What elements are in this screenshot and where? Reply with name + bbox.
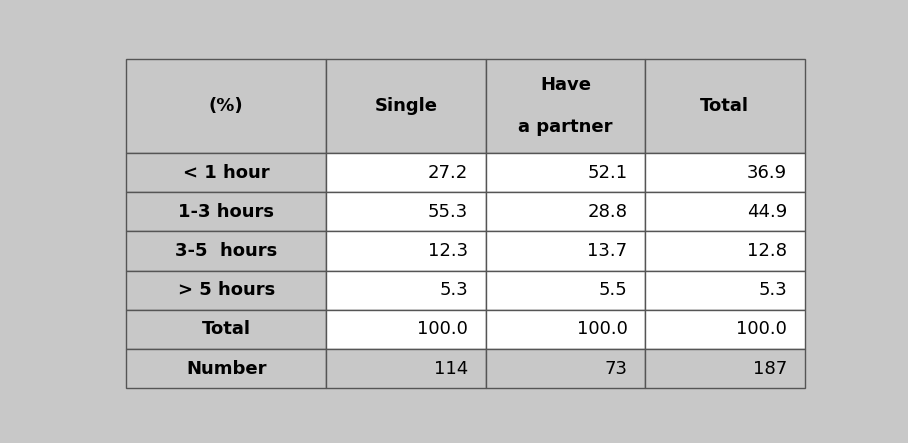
Text: 5.3: 5.3	[439, 281, 469, 299]
Bar	[126, 310, 326, 349]
Text: 100.0: 100.0	[418, 320, 469, 338]
Bar	[645, 59, 804, 153]
Bar	[326, 349, 486, 388]
Text: 100.0: 100.0	[736, 320, 787, 338]
Bar	[645, 271, 804, 310]
Text: < 1 hour: < 1 hour	[183, 163, 270, 182]
Bar	[126, 271, 326, 310]
Bar	[645, 153, 804, 192]
Text: 1-3 hours: 1-3 hours	[178, 203, 274, 221]
Bar	[326, 59, 486, 153]
Text: Have

a partner: Have a partner	[518, 76, 613, 136]
Bar	[486, 349, 645, 388]
Text: 55.3: 55.3	[428, 203, 469, 221]
Text: 36.9: 36.9	[746, 163, 787, 182]
Text: 100.0: 100.0	[577, 320, 627, 338]
Bar	[486, 153, 645, 192]
Text: 5.5: 5.5	[598, 281, 627, 299]
Bar	[126, 59, 326, 153]
Text: 52.1: 52.1	[587, 163, 627, 182]
Bar	[326, 271, 486, 310]
Bar	[486, 231, 645, 271]
Text: Number: Number	[186, 360, 266, 377]
Text: 73: 73	[605, 360, 627, 377]
Text: > 5 hours: > 5 hours	[178, 281, 275, 299]
Bar	[486, 271, 645, 310]
Text: Total: Total	[700, 97, 749, 115]
Text: Single: Single	[374, 97, 438, 115]
Bar	[486, 310, 645, 349]
Text: 5.3: 5.3	[758, 281, 787, 299]
Bar	[126, 192, 326, 231]
Bar	[645, 310, 804, 349]
Text: 28.8: 28.8	[587, 203, 627, 221]
Text: 114: 114	[434, 360, 469, 377]
Bar	[326, 310, 486, 349]
Text: 13.7: 13.7	[587, 242, 627, 260]
Bar	[486, 59, 645, 153]
Text: 187: 187	[753, 360, 787, 377]
Text: 12.3: 12.3	[428, 242, 469, 260]
Bar	[645, 349, 804, 388]
Text: Total: Total	[202, 320, 251, 338]
Text: (%): (%)	[209, 97, 243, 115]
Text: 44.9: 44.9	[746, 203, 787, 221]
Bar	[326, 153, 486, 192]
Bar	[126, 231, 326, 271]
Text: 27.2: 27.2	[428, 163, 469, 182]
Bar	[326, 231, 486, 271]
Bar	[645, 231, 804, 271]
Bar	[126, 153, 326, 192]
Bar	[486, 192, 645, 231]
Text: 12.8: 12.8	[747, 242, 787, 260]
Bar	[326, 192, 486, 231]
Bar	[645, 192, 804, 231]
Bar	[126, 349, 326, 388]
Text: 3-5  hours: 3-5 hours	[175, 242, 277, 260]
